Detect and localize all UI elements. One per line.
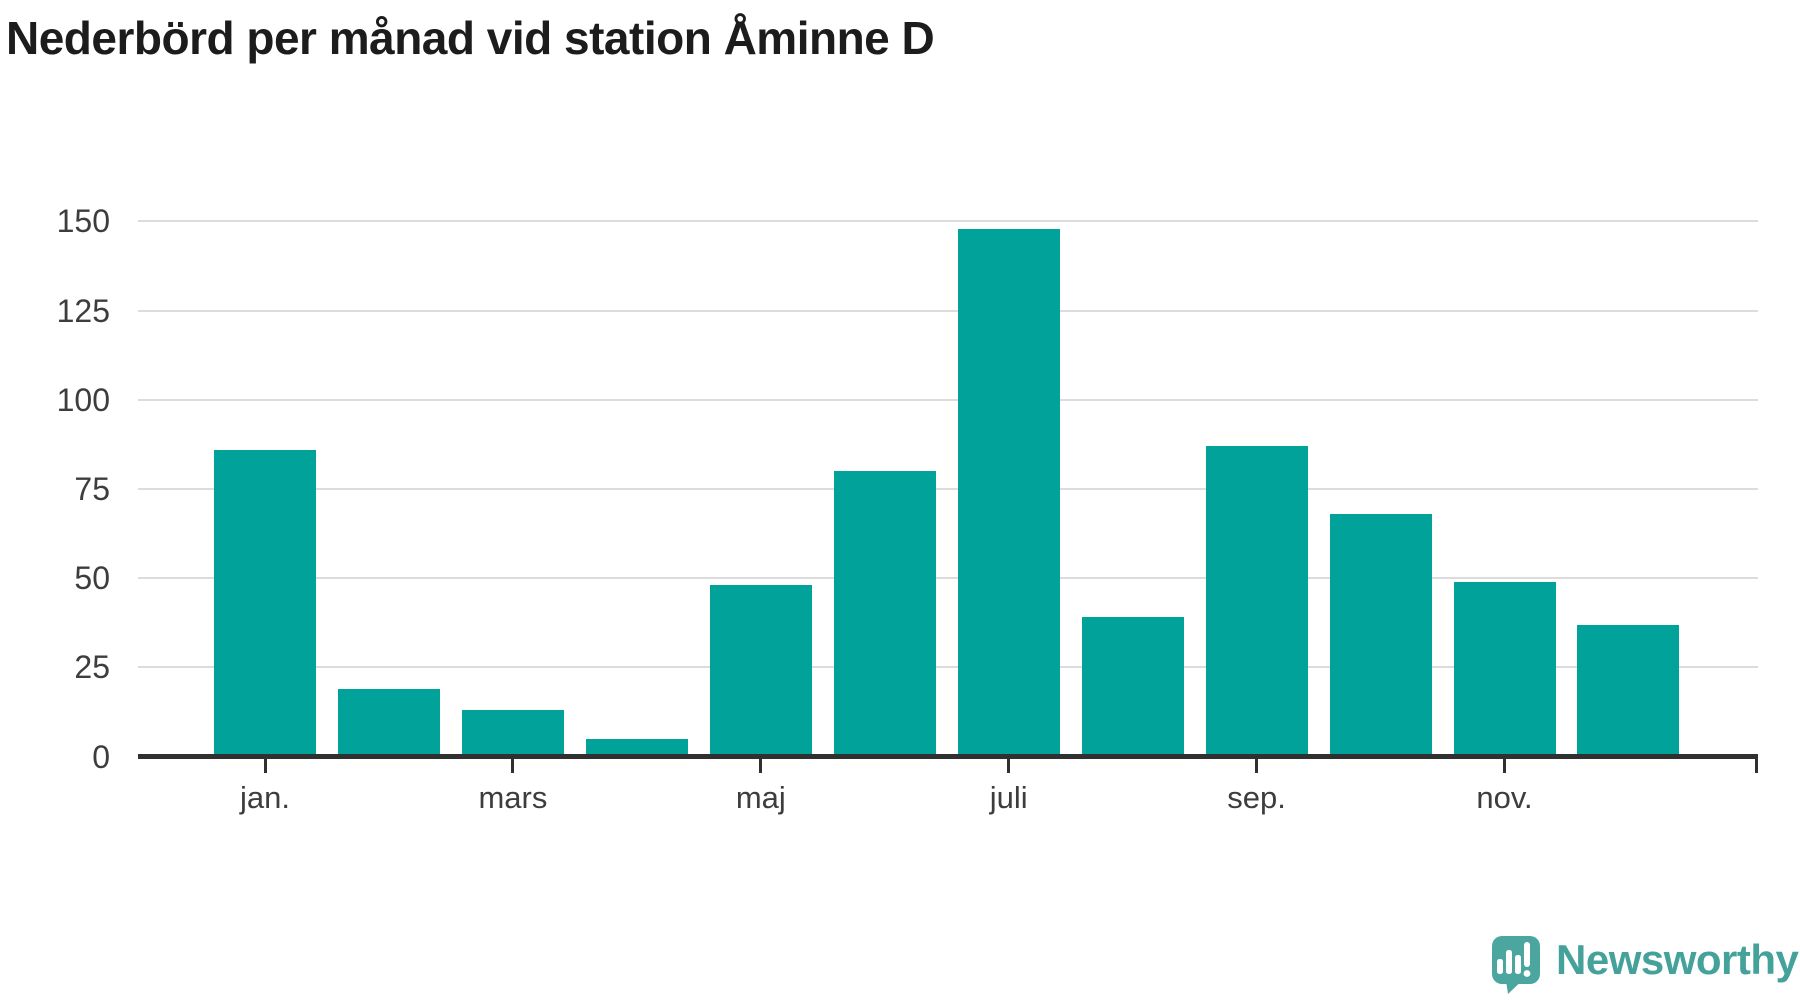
- bar-apr.: [585, 738, 688, 754]
- x-axis-tick-label: jan.: [240, 780, 290, 815]
- y-axis-tick-label: 150: [56, 203, 110, 240]
- bar-okt.: [1329, 513, 1432, 754]
- x-axis-tick: [1255, 759, 1259, 773]
- x-axis-tick: [759, 759, 763, 773]
- newsworthy-logo-text: Newsworthy: [1556, 936, 1799, 983]
- bar-aug.: [1081, 617, 1184, 754]
- y-axis-tick-label: 50: [74, 560, 110, 597]
- bar-dec.: [1577, 624, 1680, 754]
- newsworthy-logo-icon: [1492, 936, 1540, 994]
- x-axis-tick: [1007, 759, 1011, 773]
- x-axis-tick: [1503, 759, 1506, 773]
- x-axis-line: [138, 754, 1758, 759]
- gridline-75: [138, 487, 1758, 490]
- x-axis-tick-label: mars: [478, 780, 548, 815]
- bar-nov.: [1453, 581, 1556, 754]
- x-axis-tick-label: maj: [735, 780, 786, 815]
- gridline-50: [138, 577, 1758, 580]
- bar-feb.: [337, 688, 440, 754]
- y-axis-tick-label: 100: [56, 381, 110, 418]
- gridline-150: [138, 220, 1758, 223]
- y-axis-tick-label: 25: [74, 649, 110, 686]
- x-axis-tick-label: nov.: [1476, 780, 1533, 815]
- y-axis-tick-label: 0: [92, 738, 110, 775]
- x-axis-tick: [263, 759, 267, 773]
- bar-juli: [957, 228, 1060, 754]
- y-axis-tick-label: 75: [74, 470, 110, 507]
- x-axis-tick-label: sep.: [1227, 780, 1286, 815]
- chart-title: Nederbörd per månad vid station Åminne D: [6, 12, 935, 64]
- x-axis-tick-label: juli: [989, 780, 1028, 815]
- bar-jan.: [214, 449, 316, 754]
- y-axis-tick-label: 125: [56, 292, 110, 329]
- bar-juni: [833, 471, 936, 754]
- x-axis-end-tick: [1755, 759, 1758, 773]
- newsworthy-logo: Newsworthy: [1492, 936, 1799, 994]
- gridline-100: [138, 398, 1758, 401]
- x-axis-tick: [511, 759, 515, 773]
- bar-mars: [461, 710, 564, 754]
- bar-maj: [709, 585, 812, 754]
- bar-sep.: [1205, 446, 1308, 754]
- gridline-125: [138, 309, 1758, 312]
- gridline-25: [138, 666, 1758, 669]
